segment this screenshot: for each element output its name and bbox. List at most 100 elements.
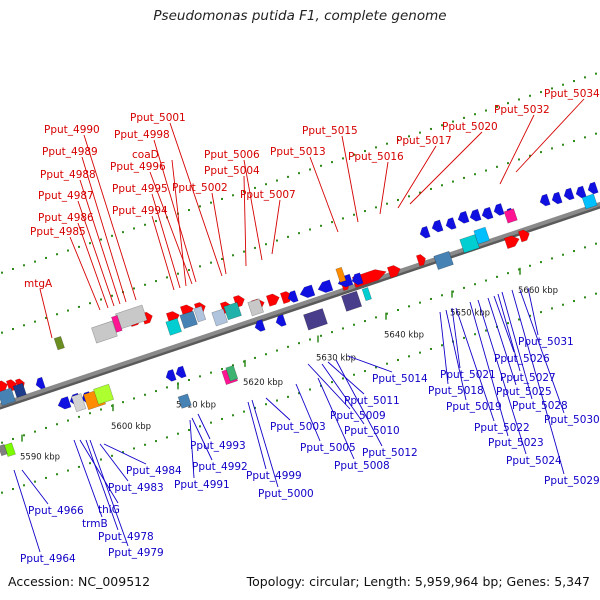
guide-dot-row-1 (232, 254, 234, 257)
reverse-gene-19-shape (493, 203, 505, 216)
reverse-gene-label: Pput_5031 (518, 336, 574, 348)
guide-dot-row-1 (397, 199, 399, 202)
guide-dot-row-3 (309, 388, 311, 391)
guide-dot-row-3 (1, 491, 3, 494)
forward-gene-label: Pput_5032 (494, 104, 550, 116)
guide-dot-row-3 (408, 355, 410, 358)
feature-block-11-shape (247, 298, 264, 317)
guide-dot-row-0 (89, 242, 91, 245)
guide-dot-row-3 (375, 366, 377, 369)
feature-block-23-shape (473, 226, 490, 245)
reverse-gene-15 (445, 217, 457, 230)
guide-dot-row-0 (430, 127, 432, 130)
reverse-gene-5 (175, 365, 187, 379)
feature-block-1 (12, 382, 27, 399)
guide-dot-row-2 (67, 419, 69, 422)
guide-dot-row-3 (419, 351, 421, 354)
reverse-gene-0-shape (57, 396, 72, 410)
feature-block-22 (459, 234, 480, 254)
guide-dot-row-1 (386, 202, 388, 205)
feature-block-22-shape (459, 234, 480, 254)
forward-gene-18 (415, 254, 426, 267)
guide-dot-row-0 (111, 234, 113, 237)
leader-line-forward (149, 171, 193, 285)
leader-line-reverse (501, 291, 533, 400)
feature-block-9 (211, 308, 228, 327)
guide-dot-row-0 (78, 245, 80, 248)
guide-dot-row-0 (562, 83, 564, 86)
guide-dot-row-1 (496, 165, 498, 168)
guide-dot-row-2 (518, 268, 520, 271)
leader-line-reverse (79, 439, 119, 504)
backbone-line (0, 201, 600, 408)
reverse-gene-24-shape (575, 185, 587, 199)
guide-dot-row-2 (474, 283, 476, 286)
leader-line-reverse (265, 397, 291, 421)
guide-dot-row-2 (573, 250, 575, 253)
guide-dot-row-0 (529, 94, 531, 97)
guide-dot-row-2 (540, 261, 542, 264)
leader-line-reverse (89, 439, 129, 547)
guide-dot-row-0 (342, 157, 344, 160)
guide-dot-row-1 (45, 316, 47, 319)
reverse-gene-3 (35, 376, 46, 390)
reverse-gene-label: Pput_5019 (446, 401, 502, 413)
guide-dot-row-1 (507, 162, 509, 165)
guide-dot-row-3 (34, 480, 36, 483)
guide-dot-row-3 (254, 406, 256, 409)
guide-dot-row-2 (584, 246, 586, 249)
feature-block-6 (165, 317, 182, 336)
reverse-gene-label: Pput_5005 (300, 442, 356, 454)
feature-block-19 (341, 290, 363, 312)
reverse-gene-17-shape (469, 208, 482, 222)
guide-dot-row-0 (584, 76, 586, 79)
guide-dot-row-3 (210, 421, 212, 424)
guide-dot-row-2 (331, 331, 333, 334)
guide-dot-row-3 (122, 451, 124, 454)
guide-dot-row-3 (276, 399, 278, 402)
feature-block-5-shape (111, 314, 123, 333)
guide-dot-row-0 (155, 220, 157, 223)
reverse-gene-label: Pput_5022 (474, 422, 530, 434)
guide-dot-row-3 (331, 381, 333, 384)
reverse-gene-10 (317, 279, 334, 293)
guide-dot-row-2 (133, 397, 135, 400)
leader-line-forward (379, 161, 389, 215)
guide-dot-row-3 (56, 473, 58, 476)
guide-dot-row-1 (243, 250, 245, 253)
guide-dot-row-2 (210, 371, 212, 374)
guide-dot-row-1 (23, 324, 25, 327)
feature-block-14 (93, 383, 115, 405)
guide-dot-row-1 (551, 147, 553, 150)
leader-line-reverse (189, 419, 195, 479)
leader-line-reverse (493, 295, 515, 353)
feature-block-10-shape (223, 301, 242, 321)
leader-line-forward (499, 114, 535, 185)
reverse-gene-label: Pput_5003 (270, 421, 326, 433)
forward-gene-0 (0, 380, 8, 394)
feature-block-19-shape (341, 290, 363, 312)
reverse-gene-12-shape (351, 272, 364, 286)
guide-dot-row-3 (474, 333, 476, 336)
guide-dot-row-1 (276, 239, 278, 242)
guide-dot-row-0 (573, 80, 575, 83)
guide-dot-row-2 (144, 393, 146, 396)
guide-dot-row-1 (67, 309, 69, 312)
guide-dot-row-3 (342, 377, 344, 380)
leader-line-reverse (21, 469, 49, 505)
guide-dot-row-0 (188, 209, 190, 212)
forward-gene-13 (265, 293, 280, 307)
guide-dot-row-0 (221, 197, 223, 200)
reverse-gene-label: Pput_5009 (330, 410, 386, 422)
tick-label: 5650 kbp (450, 309, 490, 319)
guide-dot-row-2 (320, 334, 322, 337)
guide-dot-row-1 (419, 191, 421, 194)
feature-block-12 (71, 393, 87, 413)
guide-dot-row-3 (67, 469, 69, 472)
guide-dot-row-1 (485, 169, 487, 172)
guide-dot-row-3 (551, 307, 553, 310)
guide-dot-row-2 (276, 349, 278, 352)
guide-dot-row-3 (177, 432, 179, 435)
guide-dot-row-3 (243, 410, 245, 413)
